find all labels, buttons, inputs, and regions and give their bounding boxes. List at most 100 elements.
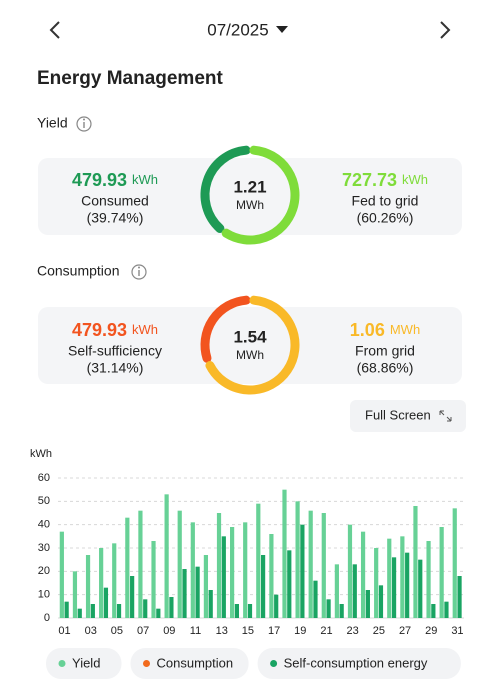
stat-unit: kWh — [402, 172, 428, 187]
next-button[interactable] — [440, 21, 451, 39]
bar — [169, 597, 174, 618]
full-screen-label[interactable]: Full Screen — [365, 407, 431, 422]
bar — [243, 522, 248, 618]
bar — [391, 557, 397, 618]
donut-unit: MWh — [236, 348, 264, 362]
bar — [99, 548, 104, 618]
bar — [321, 513, 326, 618]
bar — [216, 513, 222, 618]
bar — [156, 608, 161, 618]
card — [38, 158, 462, 235]
section-label: Consumption — [37, 263, 120, 279]
x-tick-label: 13 — [216, 625, 228, 637]
stat-percent: (68.86%) — [357, 360, 414, 376]
bar — [143, 599, 148, 618]
x-tick-label: 01 — [58, 625, 70, 637]
bar — [352, 564, 357, 618]
legend-swatch — [270, 660, 278, 667]
y-tick-label: 60 — [38, 472, 50, 484]
legend-label: Self-consumption energy — [284, 655, 428, 670]
bar — [59, 531, 64, 618]
bar — [203, 555, 209, 618]
legend-swatch — [58, 660, 66, 667]
section-label: Yield — [37, 115, 68, 131]
dropdown-arrow[interactable] — [276, 26, 288, 33]
legend-label: Consumption — [157, 655, 234, 670]
bar — [190, 522, 195, 618]
stat-value: 479.93 kWh — [72, 170, 158, 190]
y-tick-label: 50 — [38, 495, 50, 507]
x-tick-label: 31 — [451, 625, 463, 637]
info-icon[interactable] — [76, 116, 92, 132]
donut-segment — [200, 295, 251, 363]
x-tick-label: 27 — [399, 625, 411, 637]
legend-item[interactable] — [257, 648, 461, 679]
stat-value: 1.06 MWh — [350, 320, 420, 340]
expand-icon[interactable] — [439, 410, 452, 422]
bar — [269, 534, 274, 618]
title: Energy Management — [37, 68, 223, 89]
stat-value: 727.73 kWh — [342, 170, 428, 190]
bar — [195, 566, 200, 618]
bar — [339, 604, 344, 618]
y-tick-label: 40 — [38, 519, 50, 531]
stat-value: 479.93 kWh — [72, 320, 158, 340]
bar — [103, 587, 109, 618]
stat-percent: (39.74%) — [87, 210, 144, 226]
bar — [138, 510, 143, 618]
bar — [256, 503, 261, 618]
x-tick-label: 07 — [137, 625, 149, 637]
x-tick-label: 19 — [294, 625, 306, 637]
bar — [116, 604, 122, 618]
stat-percent: (31.14%) — [87, 360, 144, 376]
stat-unit: kWh — [132, 322, 158, 337]
bar — [164, 494, 169, 618]
month[interactable]: 07/2025 — [207, 20, 268, 39]
bar — [365, 590, 370, 618]
bar — [208, 590, 213, 618]
bar — [274, 594, 279, 618]
stat-unit: kWh — [132, 172, 158, 187]
prev-button[interactable] — [49, 21, 60, 39]
legend-item[interactable] — [130, 648, 249, 679]
x-tick-label: 29 — [425, 625, 437, 637]
bar — [334, 564, 339, 618]
bar — [112, 543, 117, 618]
x-tick-label: 17 — [268, 625, 280, 637]
bar — [295, 501, 300, 618]
stat-label: Consumed — [81, 193, 149, 209]
bar — [177, 510, 182, 618]
bar — [300, 524, 305, 618]
bar — [431, 604, 436, 618]
bar — [387, 538, 392, 618]
x-tick-label: 11 — [190, 625, 201, 637]
bar — [444, 601, 449, 618]
full-screen-button[interactable] — [350, 400, 466, 432]
stat-number: 479.93 — [72, 320, 127, 340]
bar — [326, 599, 331, 618]
donut-total: 1.21 — [233, 177, 266, 196]
bar — [261, 555, 266, 618]
bar — [313, 580, 318, 618]
bar — [426, 541, 431, 618]
bar — [457, 576, 462, 618]
bar — [360, 531, 366, 618]
stat-number: 1.06 — [350, 320, 385, 340]
bar — [452, 508, 457, 618]
donut-total: 1.54 — [233, 327, 267, 346]
bar — [287, 550, 292, 618]
x-tick-label: 15 — [242, 625, 254, 637]
legend-item[interactable] — [46, 648, 122, 679]
x-tick-label: 09 — [163, 625, 175, 637]
bar — [439, 527, 444, 618]
donut-segment — [200, 145, 251, 233]
stat-label: From grid — [355, 343, 415, 359]
stat-label: Fed to grid — [352, 193, 419, 209]
bar — [230, 527, 235, 618]
bar — [125, 517, 130, 618]
y-tick-label: 30 — [38, 542, 50, 554]
info-icon[interactable] — [131, 264, 147, 280]
x-tick-label: 21 — [320, 625, 332, 637]
donut-segment — [221, 145, 300, 245]
